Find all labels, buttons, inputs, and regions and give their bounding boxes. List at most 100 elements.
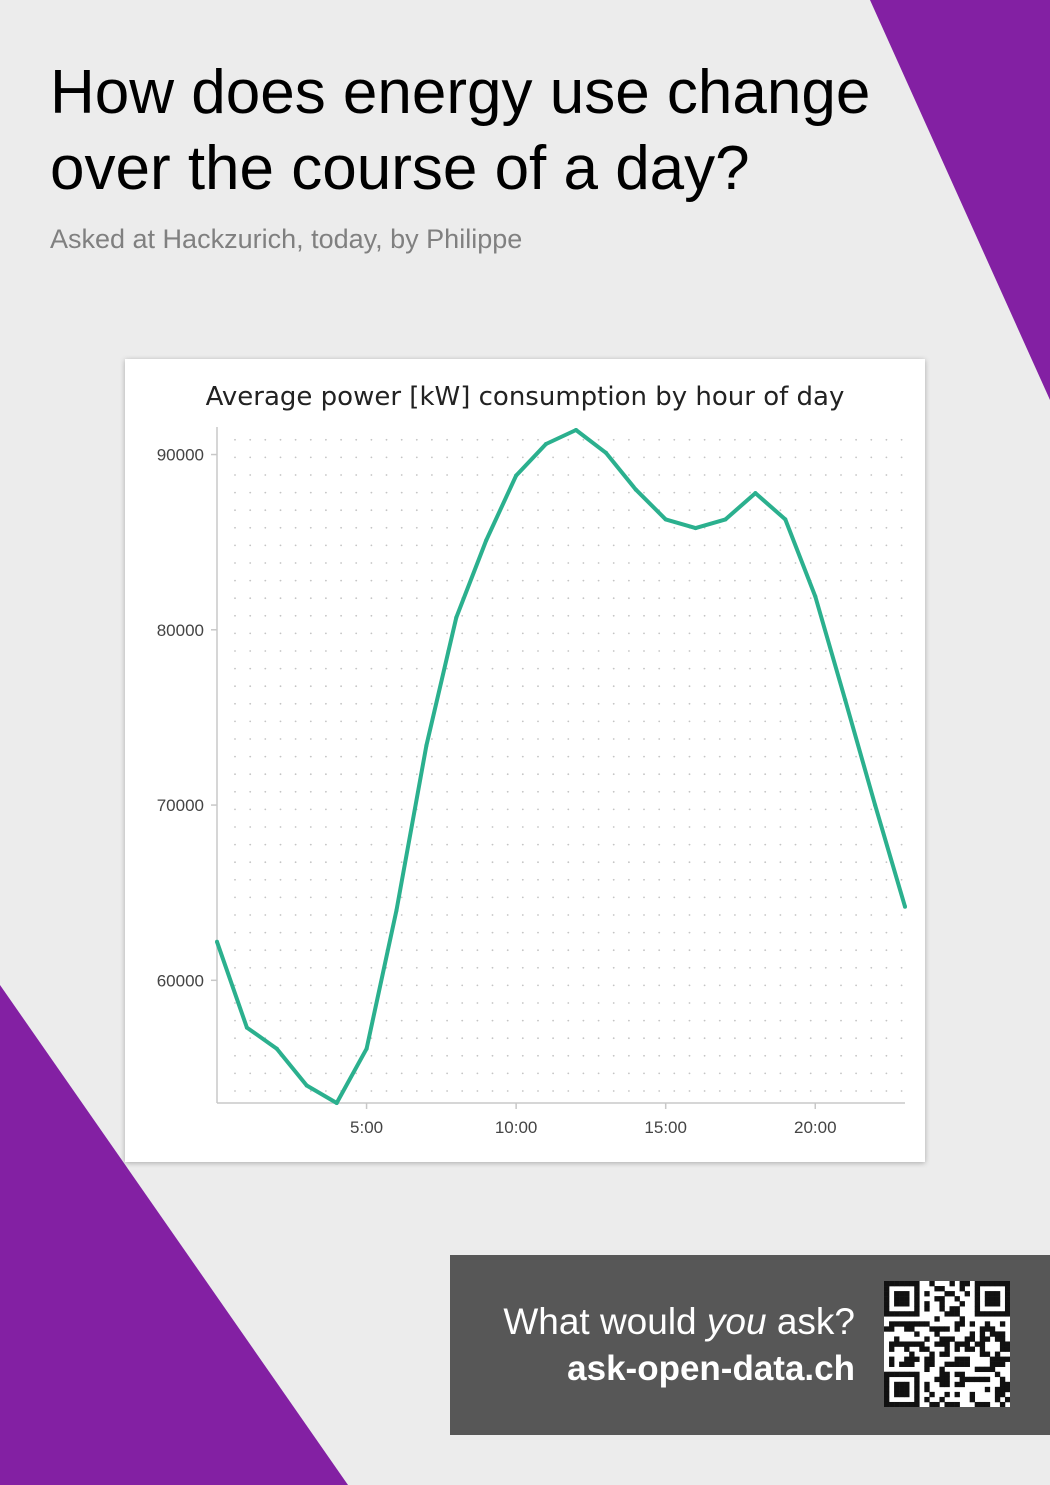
grid-dot [491, 755, 494, 758]
grid-dot [718, 896, 721, 899]
grid-dot [734, 755, 736, 758]
grid-dot [643, 597, 645, 600]
grid-dot [309, 526, 312, 529]
grid-dot [779, 878, 782, 881]
grid-dot [400, 650, 403, 652]
grid-dot [840, 984, 842, 987]
grid-dot [264, 755, 267, 758]
grid-dot [385, 790, 388, 793]
grid-dot [279, 1090, 282, 1092]
grid-dot [840, 790, 842, 793]
grid-dot [900, 667, 903, 670]
grid-dot [385, 720, 388, 723]
grid-dot [446, 984, 448, 987]
grid-dot [855, 949, 857, 952]
grid-dot [870, 949, 873, 952]
grid-dot [370, 491, 373, 494]
grid-dot [688, 790, 691, 793]
grid-dot [400, 896, 403, 899]
grid-dot [476, 632, 479, 635]
grid-dot [567, 1019, 570, 1022]
grid-dot [703, 843, 706, 846]
grid-dot [703, 438, 706, 441]
grid-dot [794, 491, 797, 494]
grid-dot [521, 755, 524, 758]
grid-dot [582, 650, 585, 652]
grid-dot [476, 896, 479, 899]
grid-dot [794, 896, 797, 899]
grid-dot [400, 685, 403, 688]
grid-dot [370, 667, 373, 670]
grid-dot [734, 1072, 736, 1075]
grid-dot [552, 702, 554, 705]
grid-dot [234, 843, 236, 846]
grid-dot [355, 1072, 358, 1075]
grid-dot [612, 984, 615, 987]
grid-dot [521, 826, 524, 828]
grid-dot [491, 984, 494, 987]
grid-dot [779, 667, 782, 670]
grid-dot [673, 826, 676, 828]
grid-dot [703, 861, 706, 864]
grid-dot [506, 861, 509, 864]
grid-dot [673, 650, 676, 652]
qr-code-icon[interactable] [884, 1281, 1010, 1407]
grid-dot [279, 614, 282, 617]
grid-dot [415, 738, 418, 740]
grid-dot [370, 914, 373, 916]
grid-dot [476, 755, 479, 758]
grid-dot [370, 438, 373, 441]
grid-dot [294, 544, 297, 547]
grid-dot [234, 914, 236, 916]
grid-dot [764, 931, 767, 934]
grid-dot [749, 509, 751, 512]
grid-dot [582, 509, 585, 512]
grid-dot [264, 614, 267, 617]
grid-dot [355, 984, 358, 987]
grid-dot [809, 949, 812, 952]
grid-dot [491, 614, 494, 617]
grid-dot [491, 1002, 494, 1004]
grid-dot [885, 544, 888, 547]
grid-dot [491, 509, 494, 512]
grid-dot [431, 1090, 433, 1092]
grid-dot [385, 1090, 388, 1092]
grid-dot [870, 720, 873, 723]
grid-dot [461, 773, 464, 776]
grid-dot [779, 526, 782, 529]
grid-dot [885, 966, 888, 969]
grid-dot [612, 491, 615, 494]
grid-dot [370, 966, 373, 969]
grid-dot [264, 650, 267, 652]
grid-dot [688, 702, 691, 705]
grid-dot [537, 843, 539, 846]
grid-dot [688, 949, 691, 952]
grid-dot [385, 702, 388, 705]
grid-dot [688, 1072, 691, 1075]
grid-dot [400, 491, 403, 494]
grid-dot [673, 526, 676, 529]
grid-dot [461, 720, 464, 723]
grid-dot [855, 720, 857, 723]
grid-dot [612, 720, 615, 723]
grid-dot [370, 931, 373, 934]
grid-dot [824, 597, 827, 600]
grid-dot [309, 1037, 312, 1040]
grid-dot [870, 614, 873, 617]
grid-dot [643, 650, 645, 652]
grid-dot [794, 755, 797, 758]
cta-url-link[interactable]: ask-open-data.ch [567, 1349, 855, 1388]
grid-dot [400, 790, 403, 793]
grid-dot [628, 579, 630, 582]
grid-dot [355, 491, 358, 494]
grid-dot [718, 562, 721, 564]
grid-dot [234, 614, 236, 617]
grid-dot [749, 755, 751, 758]
grid-dot [234, 720, 236, 723]
grid-dot [415, 720, 418, 723]
grid-dot [552, 808, 554, 811]
grid-dot [264, 808, 267, 811]
grid-dot [658, 1072, 661, 1075]
grid-dot [234, 491, 236, 494]
grid-dot [506, 438, 509, 441]
